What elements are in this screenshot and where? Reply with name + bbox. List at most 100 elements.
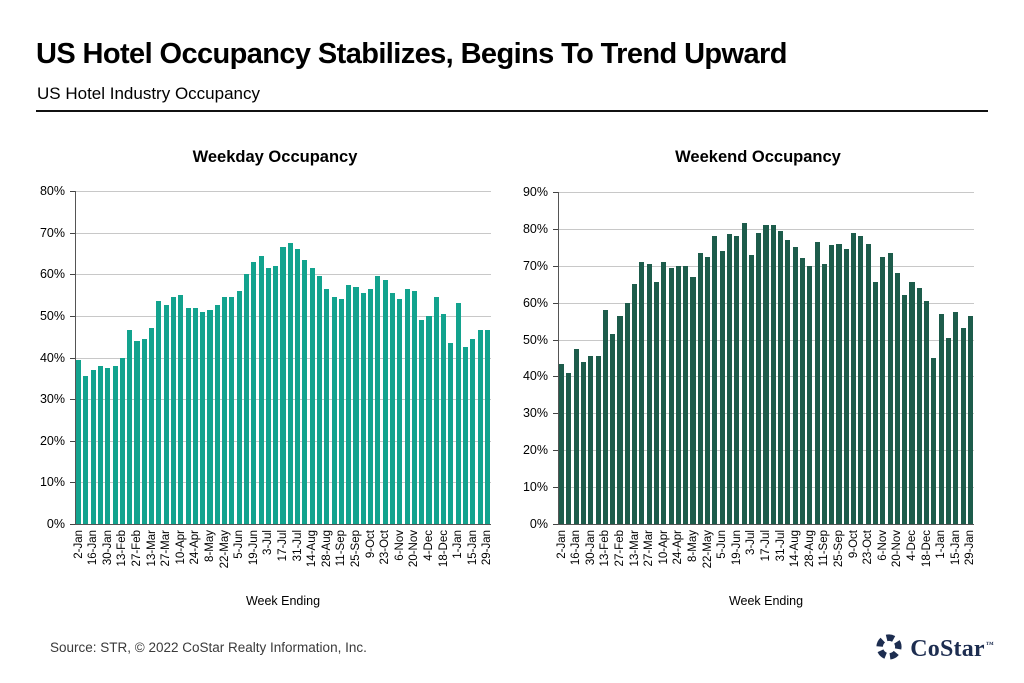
chart-title: Weekend Occupancy <box>675 148 841 166</box>
bar <box>843 249 849 524</box>
bar <box>251 261 257 524</box>
bar <box>178 295 184 524</box>
y-tick-mark <box>553 192 558 193</box>
bar <box>814 241 820 524</box>
bar <box>924 300 930 524</box>
y-tick-mark <box>553 339 558 341</box>
bar <box>346 284 352 524</box>
x-tick-label: 13-Mar <box>145 530 158 567</box>
x-tick-label: 1-Jan <box>452 530 465 559</box>
bar <box>960 328 966 524</box>
y-axis-line <box>75 191 76 524</box>
bar <box>938 313 944 524</box>
y-tick-mark <box>70 274 75 276</box>
x-axis-line <box>75 524 491 525</box>
bar <box>785 239 791 524</box>
x-tick-label: 27-Mar <box>160 530 173 567</box>
bar <box>836 243 842 524</box>
x-tick-label: 4-Dec <box>905 530 918 561</box>
bar <box>683 265 689 524</box>
bar <box>748 254 754 524</box>
y-tick-label: 30% <box>522 406 548 421</box>
x-tick-label: 16-Jan <box>87 530 100 566</box>
bar <box>302 259 308 524</box>
y-tick-mark <box>553 524 558 525</box>
x-tick-label: 13-Feb <box>116 530 129 567</box>
y-tick-mark <box>70 191 75 192</box>
chart-title: Weekday Occupancy <box>192 148 358 166</box>
x-tick-label: 2-Jan <box>72 530 85 559</box>
y-tick-label: 20% <box>39 433 65 448</box>
bar <box>639 262 645 524</box>
bar <box>243 274 250 524</box>
bar <box>127 330 133 524</box>
bar <box>200 311 206 524</box>
bar <box>807 265 813 524</box>
bar <box>258 255 264 524</box>
bar <box>566 372 572 524</box>
x-tick-label: 11-Sep <box>335 530 348 567</box>
costar-logo-text: CoStar™ <box>910 636 994 662</box>
bar <box>588 356 594 524</box>
y-tick-label: 0% <box>46 517 65 531</box>
bar <box>462 347 468 524</box>
bar <box>375 276 381 524</box>
y-tick-label: 80% <box>522 221 548 236</box>
bar <box>419 320 425 524</box>
bar <box>192 307 198 524</box>
y-tick-mark <box>70 232 75 234</box>
costar-logo: CoStar™ <box>814 633 994 673</box>
x-tick-label: 23-Oct <box>862 530 875 565</box>
bar <box>280 247 286 524</box>
x-tick-label: 15-Jan <box>949 530 962 566</box>
y-tick-label: 10% <box>522 480 548 495</box>
bar <box>894 273 900 524</box>
bar <box>792 247 798 524</box>
bar <box>360 292 366 524</box>
x-tick-label: 6-Nov <box>393 530 406 561</box>
page-title: US Hotel Occupancy Stabilizes, Begins To… <box>36 38 787 70</box>
bar <box>441 313 447 524</box>
page-subtitle: US Hotel Industry Occupancy <box>37 84 260 103</box>
x-tick-label: 1-Jan <box>935 530 948 559</box>
x-tick-label: 14-Aug <box>306 530 319 568</box>
bar <box>433 297 439 524</box>
y-tick-mark <box>70 524 75 525</box>
bar <box>646 263 652 524</box>
bar <box>661 262 667 524</box>
x-axis-line <box>558 524 974 525</box>
bar <box>287 243 293 524</box>
x-tick-label: 5-Jun <box>233 530 246 559</box>
y-tick-label: 30% <box>39 392 65 407</box>
bar <box>916 287 922 524</box>
x-tick-label: 20-Nov <box>408 530 421 568</box>
x-tick-label: 19-Jun <box>247 530 260 566</box>
gridline <box>75 191 491 192</box>
y-tick-mark <box>553 302 558 304</box>
x-tick-label: 25-Sep <box>349 530 362 568</box>
gridline <box>558 192 974 193</box>
bar <box>821 263 827 524</box>
bar <box>170 297 177 524</box>
y-tick-label: 20% <box>522 443 548 458</box>
y-tick-label: 90% <box>522 185 548 199</box>
y-tick-mark <box>553 450 558 452</box>
bar <box>595 356 601 524</box>
y-tick-mark <box>70 482 75 484</box>
x-tick-label: 8-May <box>204 530 217 562</box>
bar <box>295 249 301 524</box>
bar <box>697 252 703 524</box>
x-tick-label: 15-Jan <box>466 530 479 566</box>
y-tick-mark <box>70 399 75 401</box>
y-tick-label: 60% <box>522 295 548 310</box>
bar <box>112 365 118 524</box>
y-tick-mark <box>70 440 75 442</box>
bar <box>309 268 315 524</box>
x-tick-label: 3-Jul <box>262 530 275 555</box>
bar <box>382 280 388 524</box>
x-tick-label: 17-Jul <box>760 530 772 562</box>
x-tick-label: 27-Feb <box>614 530 627 567</box>
bar <box>76 359 82 524</box>
bar <box>726 234 733 524</box>
bar <box>185 307 191 524</box>
